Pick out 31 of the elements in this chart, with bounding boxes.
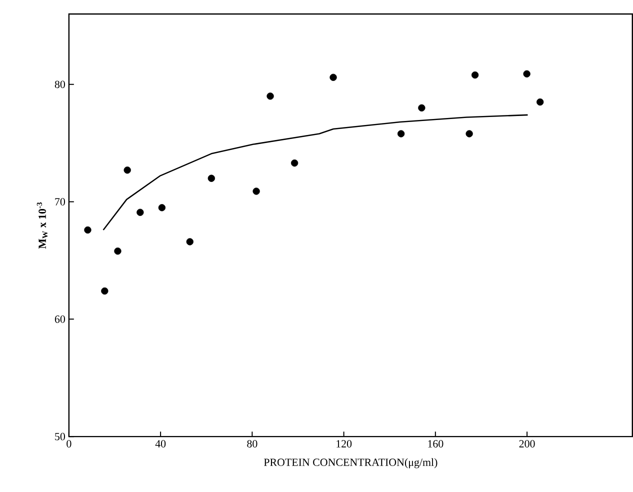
point xyxy=(208,174,215,182)
point xyxy=(290,160,298,167)
y-axis-title: M$_{W}$ x 10$^{-3}$ xyxy=(36,202,48,249)
point xyxy=(114,248,122,255)
y-tick-label: 80 xyxy=(54,80,66,88)
x-tick-label: 40 xyxy=(155,440,166,448)
point xyxy=(124,166,131,174)
point xyxy=(158,204,166,212)
point xyxy=(466,130,473,138)
y-tick-label: 70 xyxy=(55,198,66,206)
x-tick-label: 120 xyxy=(336,440,352,448)
x-tick-label: 160 xyxy=(428,440,444,448)
point xyxy=(523,70,530,78)
point xyxy=(266,92,274,100)
point xyxy=(330,74,337,82)
point xyxy=(84,226,92,234)
point xyxy=(471,72,479,79)
x-tick-label: 80 xyxy=(247,440,258,448)
point xyxy=(136,209,144,216)
point xyxy=(397,130,405,138)
point xyxy=(536,98,544,106)
x-tick-label: 0 xyxy=(66,440,72,448)
y-tick-label: 60 xyxy=(54,316,66,324)
point xyxy=(252,188,260,196)
point xyxy=(418,104,426,112)
x-tick-label: 200 xyxy=(519,440,535,448)
x-axis-title: PROTEIN CONCENTRATION(μg/ml) xyxy=(264,458,438,468)
line-series xyxy=(102,114,528,231)
point xyxy=(101,288,108,295)
point xyxy=(186,238,194,246)
y-tick-label: 50 xyxy=(55,433,66,440)
